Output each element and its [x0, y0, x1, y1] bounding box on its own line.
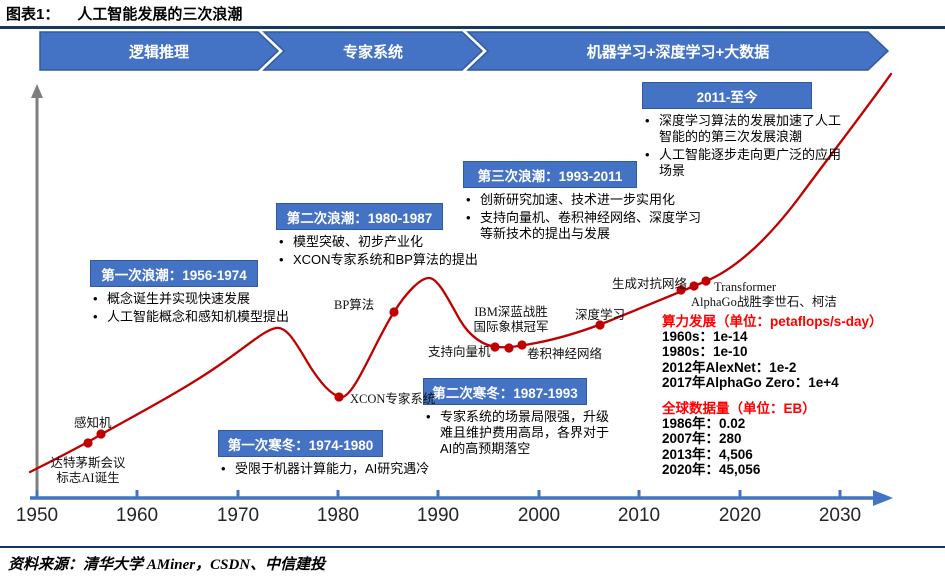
x-tick-label: 1960	[115, 505, 159, 526]
stats-compute: 算力发展（单位：petaflops/s-day） 1960s：1e-14 198…	[662, 314, 883, 390]
event-dot	[517, 340, 527, 350]
event-dot	[96, 429, 106, 439]
event-label-alphago: AlphaGo战胜李世石、柯洁	[691, 295, 837, 309]
event-dot	[490, 342, 500, 352]
callout-title: 第一次浪潮：1956-1974	[90, 260, 258, 287]
callout-bullets: 深度学习算法的发展加速了人工智能的的第三次发展浪潮 人工智能逐步走向更广泛的应用…	[642, 113, 850, 179]
event-dot	[676, 285, 686, 295]
callout-bullets: 模型突破、初步产业化 XCON专家系统和BP算法的提出	[276, 234, 501, 268]
event-dot	[389, 307, 399, 317]
stats-compute-line: 1960s：1e-14	[662, 329, 748, 345]
event-dots	[83, 276, 711, 448]
event-label-svm: 支持向量机	[428, 345, 491, 359]
event-dot	[701, 276, 711, 286]
phase-label-ml: 机器学习+深度学习+大数据	[586, 43, 770, 61]
phase-label-logic: 逻辑推理	[128, 43, 189, 61]
event-dot	[334, 392, 344, 402]
stats-data-volume-line: 2020年：45,056	[662, 461, 761, 477]
callout-bullet: 支持向量机、卷积神经网络、深度学习等新技术的提出与发展	[463, 210, 701, 242]
event-label-gan: 生成对抗网络	[612, 277, 688, 291]
wave3-callout: 第三次浪潮：1993-2011 创新研究加速、技术进一步实用化 支持向量机、卷积…	[463, 161, 701, 242]
stats-data-volume-line: 1986年：0.02	[662, 416, 746, 432]
figure-number: 图表1：	[6, 6, 60, 23]
phase-chevron-expert	[262, 31, 484, 71]
stats-compute-line: 1980s：1e-10	[662, 344, 748, 360]
event-label-bp: BP算法	[334, 298, 375, 312]
winter1-callout: 第一次寒冬：1974-1980 受限于机器计算能力，AI研究遇冷	[218, 430, 458, 477]
callout-bullet: 模型突破、初步产业化	[276, 234, 501, 250]
x-tick-label: 1950	[15, 505, 59, 526]
event-label-deepblue: IBM深蓝战胜 国际象棋冠军	[473, 305, 549, 334]
event-dot	[689, 281, 699, 291]
event-label-dartmouth: 达特茅斯会议 标志AI诞生	[50, 456, 126, 485]
figure-title: 图表1： 人工智能发展的三次浪潮	[6, 3, 242, 24]
stats-compute-line: 2012年AlexNet：1e-2	[662, 359, 797, 375]
phase-chevron-logic	[39, 31, 280, 71]
event-dot	[504, 343, 514, 353]
x-tick-label: 2000	[517, 505, 561, 526]
callout-bullet: 受限于机器计算能力，AI研究遇冷	[218, 461, 458, 477]
winter2-callout: 第二次寒冬：1987-1993 专家系统的场景局限强，升级难且维护费用高昂，各界…	[423, 378, 615, 457]
stats-data-volume: 全球数据量（单位：EB） 1986年：0.02 2007年：280 2013年：…	[662, 401, 816, 477]
figure-title-text: 人工智能发展的三次浪潮	[77, 6, 243, 23]
y-axis-arrow	[31, 84, 43, 98]
event-dot	[83, 438, 93, 448]
callout-title: 第二次浪潮：1980-1987	[276, 203, 443, 230]
callout-bullets: 创新研究加速、技术进一步实用化 支持向量机、卷积神经网络、深度学习等新技术的提出…	[463, 192, 701, 242]
stats-compute-line: 2017年AlphaGo Zero：1e+4	[662, 374, 839, 390]
x-tick-label: 1990	[416, 505, 460, 526]
stats-data-volume-line: 2013年：4,506	[662, 446, 753, 462]
event-label-xcon: XCON专家系统	[350, 392, 436, 406]
x-tick-label: 2010	[617, 505, 661, 526]
callout-title: 2011-至今	[642, 82, 812, 109]
x-tick-label: 2030	[818, 505, 862, 526]
title-divider	[0, 26, 945, 29]
x-axis-ticks	[35, 490, 842, 498]
development-curve	[28, 72, 893, 474]
event-label-cnn: 卷积神经网络	[527, 347, 603, 361]
event-label-deep-learning: 深度学习	[575, 308, 626, 322]
callout-bullets: 专家系统的场景局限强，升级难且维护费用高昂，各界对于AI的高预期落空	[423, 409, 615, 457]
phase-chevron-ml	[466, 31, 890, 71]
callout-bullet: 创新研究加速、技术进一步实用化	[463, 192, 701, 208]
phase-label-expert: 专家系统	[342, 43, 403, 61]
wave4-callout: 2011-至今 深度学习算法的发展加速了人工智能的的第三次发展浪潮 人工智能逐步…	[642, 82, 850, 179]
callout-title: 第二次寒冬：1987-1993	[423, 378, 587, 405]
stats-data-volume-header: 全球数据量（单位：EB）	[662, 401, 816, 416]
source-divider	[0, 546, 945, 548]
callout-bullets: 概念诞生并实现快速发展 人工智能概念和感知机模型提出	[90, 291, 315, 325]
x-tick-label: 1970	[216, 505, 260, 526]
stats-compute-header: 算力发展（单位：petaflops/s-day）	[662, 314, 883, 329]
phase-arrow-band	[39, 31, 890, 71]
callout-title: 第一次寒冬：1974-1980	[218, 430, 383, 457]
x-tick-label: 2020	[718, 505, 762, 526]
callout-title: 第三次浪潮：1993-2011	[463, 161, 637, 188]
event-label-transformer: Transformer	[714, 280, 777, 294]
callout-bullet: 人工智能概念和感知机模型提出	[90, 309, 315, 325]
callout-bullet: 概念诞生并实现快速发展	[90, 291, 315, 307]
callout-bullet: 深度学习算法的发展加速了人工智能的的第三次发展浪潮	[642, 113, 850, 145]
event-dot	[595, 320, 605, 330]
stats-data-volume-line: 2007年：280	[662, 431, 742, 447]
x-axis-arrow	[873, 490, 893, 506]
event-label-perceptron: 感知机	[74, 416, 112, 430]
callout-bullet: 人工智能逐步走向更广泛的应用场景	[642, 147, 850, 179]
wave1-callout: 第一次浪潮：1956-1974 概念诞生并实现快速发展 人工智能概念和感知机模型…	[90, 260, 315, 325]
callout-bullet: XCON专家系统和BP算法的提出	[276, 252, 501, 268]
x-tick-label: 1980	[316, 505, 360, 526]
callout-bullet: 专家系统的场景局限强，升级难且维护费用高昂，各界对于AI的高预期落空	[423, 409, 615, 457]
wave2-callout: 第二次浪潮：1980-1987 模型突破、初步产业化 XCON专家系统和BP算法…	[276, 203, 501, 268]
callout-bullets: 受限于机器计算能力，AI研究遇冷	[218, 461, 458, 477]
source-note: 资料来源：清华大学 AMiner，CSDN、中信建投	[8, 557, 326, 573]
